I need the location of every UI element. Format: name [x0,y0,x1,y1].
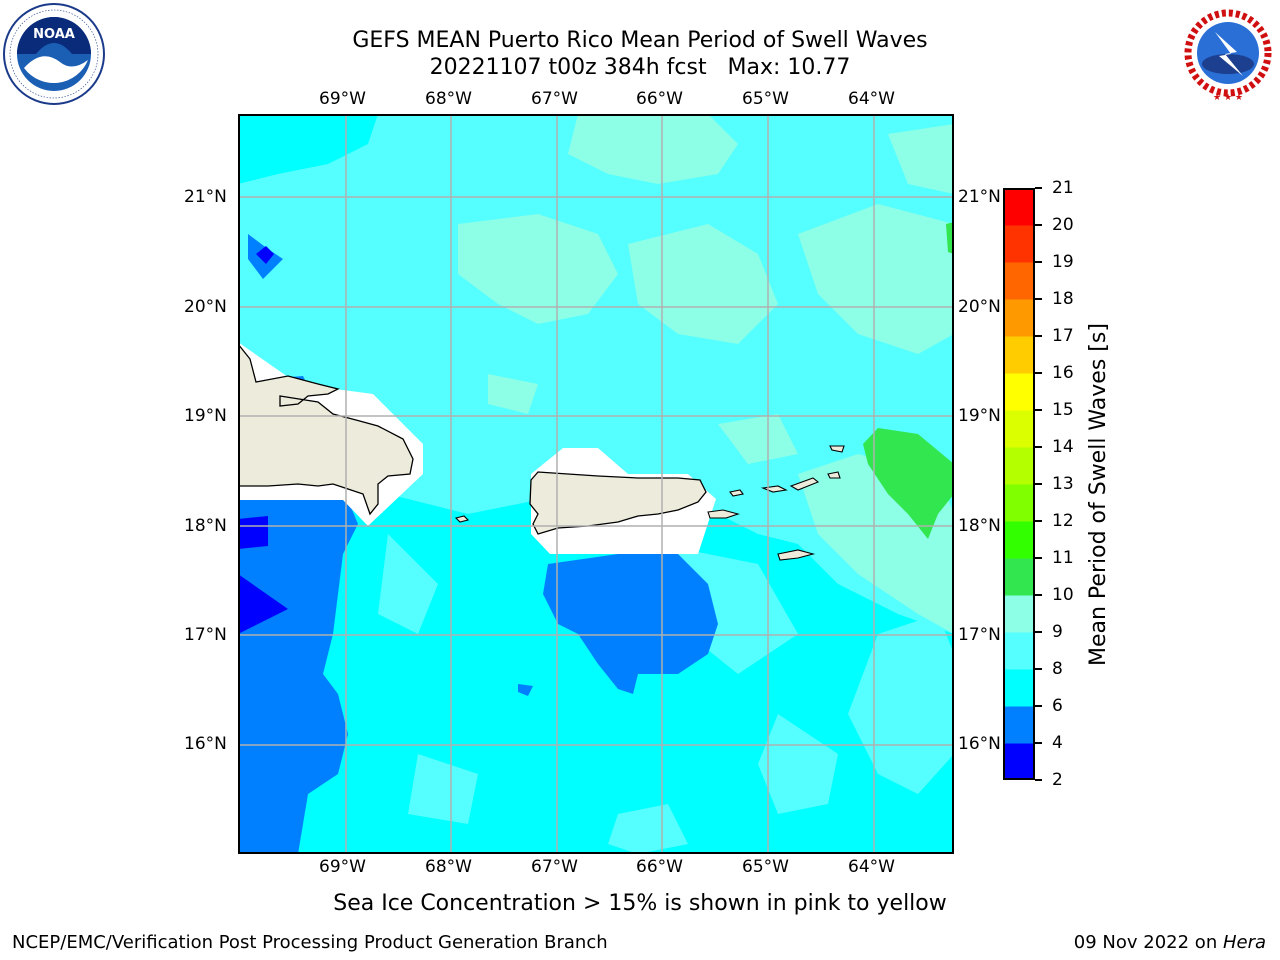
colorbar-tick [1035,705,1042,707]
noaa-logo: NOAA [2,2,106,106]
contour-10-11 [863,428,954,539]
lon-label-bottom: 65°W [742,857,789,877]
colorbar-tick [1035,335,1042,337]
colorbar-tick-label: 12 [1052,511,1074,531]
lat-label-right: 21°N [958,187,1001,207]
colorbar-tick-label: 11 [1052,548,1074,568]
colorbar-swatch [1003,447,1035,485]
colorbar-tick-label: 8 [1052,659,1063,679]
map-panel [237,114,954,854]
lat-label-left: 18°N [184,516,227,536]
colorbar-swatch [1003,262,1035,300]
colorbar-swatches [1003,188,1035,781]
colorbar-tick [1035,594,1042,596]
colorbar-tick-label: 19 [1052,252,1074,272]
footer-date: 09 Nov 2022 on Hera [1074,932,1266,954]
colorbar-swatch [1003,373,1035,411]
colorbar-tick [1035,557,1042,559]
nws-logo: ★ ★ ★ [1177,2,1279,104]
colorbar-tick-label: 21 [1052,178,1074,198]
lat-label-right: 17°N [958,625,1001,645]
colorbar-swatch [1003,410,1035,448]
colorbar-tick [1035,298,1042,300]
colorbar-swatch [1003,484,1035,522]
lon-label-bottom: 64°W [848,857,895,877]
colorbar-swatch [1003,336,1035,374]
colorbar-swatch [1003,188,1035,226]
colorbar-tick-label: 13 [1052,474,1074,494]
colorbar-swatch [1003,521,1035,559]
lon-label-top: 69°W [319,89,366,109]
colorbar-tick [1035,742,1042,744]
colorbar-tick [1035,631,1042,633]
colorbar-tick-label: 4 [1052,733,1063,753]
lat-label-left: 17°N [184,625,227,645]
colorbar-tick [1035,483,1042,485]
lat-label-right: 18°N [958,516,1001,536]
swell-period-map [237,114,954,854]
lat-label-right: 16°N [958,734,1001,754]
colorbar-tick-label: 18 [1052,289,1074,309]
contour-2-4 [238,246,288,634]
lon-label-top: 66°W [636,89,683,109]
colorbar-tick [1035,779,1042,781]
lat-label-left: 21°N [184,187,227,207]
colorbar-swatch [1003,743,1035,781]
colorbar-swatch [1003,706,1035,744]
colorbar-tick [1035,409,1042,411]
map-frame [238,114,954,854]
colorbar-tick-label: 14 [1052,437,1074,457]
colorbar-tick [1035,668,1042,670]
svg-text:NOAA: NOAA [33,27,75,42]
contour-9-10 [458,114,954,634]
colorbar [1003,188,1035,781]
lat-label-right: 20°N [958,297,1001,317]
contour-4-6 [238,234,718,854]
footer-date-text: 09 Nov 2022 on [1073,932,1223,953]
lon-label-top: 68°W [425,89,472,109]
lat-label-right: 19°N [958,406,1001,426]
lon-label-bottom: 66°W [636,857,683,877]
lon-label-bottom: 67°W [531,857,578,877]
graticule [238,114,954,854]
colorbar-tick [1035,520,1042,522]
lat-label-left: 16°N [184,734,227,754]
colorbar-swatch [1003,558,1035,596]
small-islands [454,445,845,561]
colorbar-tick-label: 16 [1052,363,1074,383]
colorbar-tick [1035,372,1042,374]
footer-machine: Hera [1222,932,1266,953]
sea-ice-caption: Sea Ice Concentration > 15% is shown in … [333,891,947,916]
lon-label-top: 65°W [742,89,789,109]
colorbar-tick-label: 9 [1052,622,1063,642]
colorbar-tick-label: 10 [1052,585,1074,605]
colorbar-swatch [1003,632,1035,670]
map-title: GEFS MEAN Puerto Rico Mean Period of Swe… [352,28,928,53]
lon-label-bottom: 69°W [319,857,366,877]
colorbar-tick [1035,446,1042,448]
map-subtitle: 20221107 t00z 384h fcst Max: 10.77 [429,55,851,80]
colorbar-swatch [1003,669,1035,707]
colorbar-tick-label: 6 [1052,696,1063,716]
lon-label-bottom: 68°W [425,857,472,877]
colorbar-tick-label: 17 [1052,326,1074,346]
colorbar-tick-label: 15 [1052,400,1074,420]
colorbar-tick-label: 20 [1052,215,1074,235]
colorbar-tick [1035,187,1042,189]
lat-label-left: 20°N [184,297,227,317]
colorbar-swatch [1003,299,1035,337]
colorbar-swatch [1003,595,1035,633]
colorbar-tick [1035,261,1042,263]
lon-label-top: 64°W [848,89,895,109]
lat-label-left: 19°N [184,406,227,426]
colorbar-tick [1035,224,1042,226]
colorbar-tick-label: 2 [1052,770,1063,790]
footer-credit: NCEP/EMC/Verification Post Processing Pr… [12,932,608,953]
hispaniola-land [237,342,414,516]
colorbar-title: Mean Period of Swell Waves [s] [1086,323,1111,666]
colorbar-swatch [1003,225,1035,263]
lon-label-top: 67°W [531,89,578,109]
svg-text:★ ★ ★: ★ ★ ★ [1213,93,1243,103]
